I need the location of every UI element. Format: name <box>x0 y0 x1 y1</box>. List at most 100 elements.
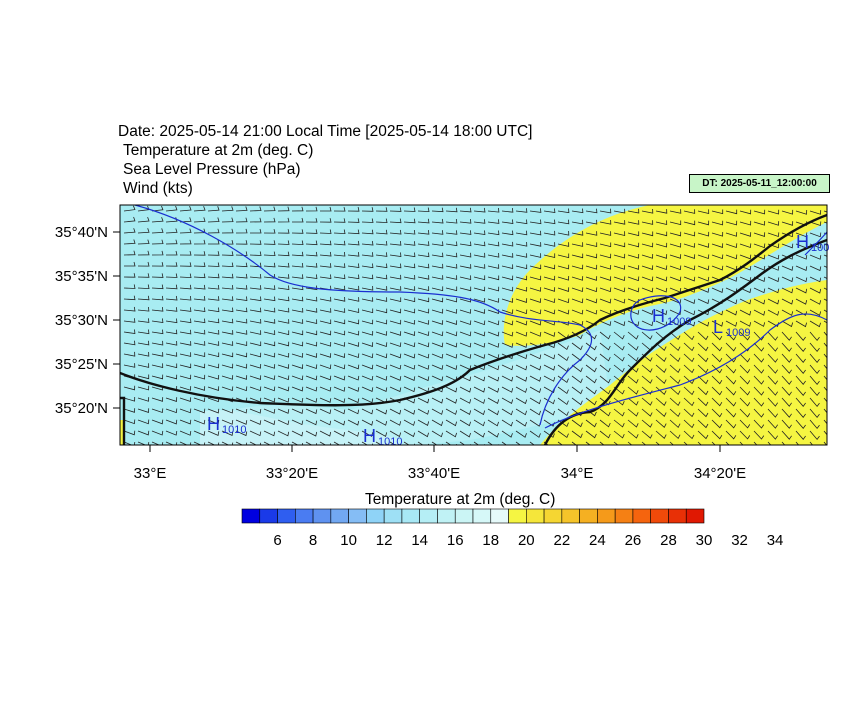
wind-barb <box>459 331 472 337</box>
wind-barb <box>669 276 682 282</box>
wind-barb <box>165 408 178 414</box>
wind-barb <box>319 263 332 268</box>
wind-barb <box>431 320 444 325</box>
wind-barb <box>823 375 827 381</box>
wind-barb <box>417 331 430 337</box>
wind-barb <box>361 342 374 347</box>
wind-barb <box>305 263 318 268</box>
wind-barb <box>697 430 709 440</box>
wind-barb <box>445 286 458 292</box>
pressure-markers: H 1010 H 1010 H 1009 L 1009 H 100 <box>207 232 829 448</box>
colorbar-swatch <box>614 508 634 524</box>
wind-barb <box>292 217 304 223</box>
wind-barb <box>333 342 346 347</box>
wind-barb <box>627 408 639 417</box>
wind-barb <box>571 264 584 270</box>
wind-barb <box>529 309 542 315</box>
wind-barb <box>277 262 290 268</box>
wind-barb <box>431 297 444 303</box>
lat-label-4: 35°25'N <box>55 356 108 373</box>
wind-barb <box>767 254 780 260</box>
wind-barb <box>543 309 556 315</box>
wind-barb <box>249 273 262 279</box>
wind-barb <box>557 397 569 406</box>
wind-barb <box>473 275 486 281</box>
wind-barb <box>781 254 794 260</box>
wind-barb <box>739 386 751 396</box>
warm-region-north <box>503 205 827 346</box>
wind-barb <box>263 386 276 392</box>
wind-barb <box>529 331 542 337</box>
wind-barb <box>655 408 667 417</box>
wind-barb <box>809 342 820 353</box>
wind-barb <box>263 341 276 347</box>
wind-barb <box>767 309 780 316</box>
wind-barb <box>347 263 360 268</box>
wind-barb <box>193 284 206 290</box>
wind-barb <box>515 342 528 348</box>
wind-barb <box>249 352 262 358</box>
isobars <box>134 205 827 429</box>
wind-barb <box>263 240 276 245</box>
wind-barb <box>781 353 792 363</box>
wind-barb <box>473 309 486 314</box>
wind-barb <box>711 320 724 327</box>
wind-barb <box>473 430 485 438</box>
wind-barb <box>669 397 681 407</box>
wind-barb <box>431 252 444 258</box>
wind-barb <box>473 264 486 269</box>
wind-barb <box>613 441 619 445</box>
wind-barb <box>795 254 808 260</box>
wind-barb <box>403 274 416 280</box>
wind-barb <box>823 430 827 436</box>
wind-barb <box>795 331 806 341</box>
wind-barb <box>627 419 639 428</box>
wind-barb <box>291 240 304 246</box>
wind-barb <box>361 218 374 223</box>
wind-barb <box>459 241 472 247</box>
wind-barb <box>501 253 514 258</box>
wind-barb <box>585 253 598 259</box>
wind-barb <box>431 308 444 314</box>
wind-barb <box>459 320 472 326</box>
wind-barb <box>249 386 262 392</box>
wind-barb <box>389 229 402 235</box>
wind-barb <box>137 295 150 301</box>
colorbar-swatch <box>401 508 420 524</box>
wind-barb <box>319 397 332 403</box>
wind-barb <box>501 419 513 427</box>
wind-barb <box>473 297 486 303</box>
wind-barb <box>711 243 724 248</box>
wind-barb <box>389 297 402 303</box>
wind-barb <box>739 320 752 327</box>
wind-barb <box>711 220 724 226</box>
wind-barb <box>515 309 528 315</box>
wind-barb <box>781 397 792 407</box>
wind-barb <box>795 298 808 305</box>
wind-barb <box>501 430 513 438</box>
wind-barb <box>207 441 220 445</box>
wind-barb <box>319 296 332 302</box>
wind-barb <box>767 331 779 341</box>
wind-barb <box>501 230 514 236</box>
wind-barb <box>571 386 583 395</box>
wind-barb <box>137 318 150 323</box>
wind-barb <box>753 320 766 327</box>
wind-barb <box>445 230 458 235</box>
wind-barb <box>165 329 178 335</box>
wind-barb <box>235 262 248 268</box>
wind-barb <box>347 330 360 336</box>
wind-barb <box>683 408 695 418</box>
lat-label-1: 35°40'N <box>55 224 108 241</box>
wind-barb <box>361 263 374 269</box>
wind-barb <box>249 318 262 324</box>
wind-barb <box>459 252 472 258</box>
wind-barb <box>781 276 794 283</box>
wind-barb <box>683 265 696 271</box>
wind-barb <box>571 276 584 281</box>
wind-barb <box>389 408 402 415</box>
wind-barb <box>305 430 318 437</box>
wind-barb <box>487 241 500 247</box>
wind-barb <box>795 276 808 283</box>
wind-barb <box>809 221 822 227</box>
